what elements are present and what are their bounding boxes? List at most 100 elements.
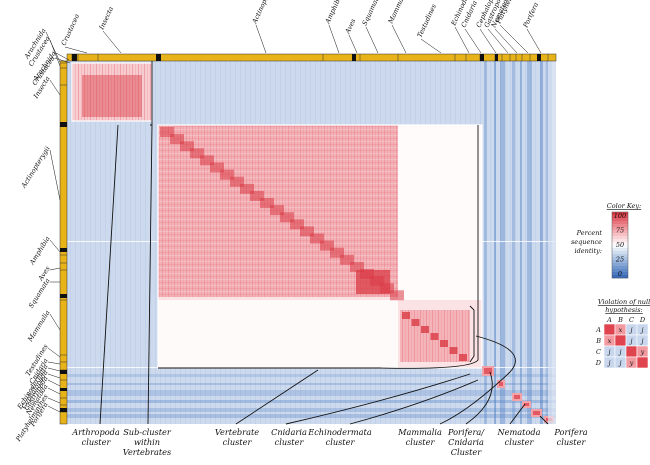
diagonal-cell <box>280 212 294 223</box>
color-key-gradient-step <box>612 272 628 276</box>
null-hyp-row-header: D <box>595 359 602 367</box>
left-taxon-label: Squamata <box>27 277 52 310</box>
diagonal-cell <box>170 134 184 145</box>
left-label-leader <box>47 373 61 379</box>
top-label-leader <box>454 26 470 54</box>
null-hyp-cell <box>614 334 627 347</box>
diagonal-cell <box>390 290 404 301</box>
diagonal-cell <box>230 176 244 187</box>
cluster-label-line: Cnidaria <box>271 427 307 437</box>
null-hyp-cell <box>603 323 616 336</box>
diagonal-cell <box>180 141 194 152</box>
cluster-label-line: Cluster <box>451 447 482 457</box>
cluster-label-line: within <box>134 437 160 447</box>
left-label-leader <box>49 239 61 253</box>
mammalia-diagonal-cell <box>421 326 429 333</box>
cluster-label-line: cluster <box>326 437 356 447</box>
top-label-leader <box>479 28 497 54</box>
null-hyp-cell-symbol: y <box>629 359 634 367</box>
top-bar-dark-segment <box>537 54 541 61</box>
top-label-leader <box>328 24 340 54</box>
cluster-label-line: Cnidaria <box>448 437 484 447</box>
mammalia-diagonal-cell <box>459 354 467 361</box>
left-bar-dark-segment <box>60 248 67 252</box>
diagonal-cell <box>160 127 174 137</box>
invertebrate-block-core <box>524 403 529 406</box>
blue-band-row <box>67 383 556 385</box>
null-hyp-cell-symbol: j <box>639 326 643 334</box>
diagonal-cell <box>270 205 284 216</box>
diagonal-cell <box>200 155 214 166</box>
blue-band-row <box>67 400 556 403</box>
blue-band-column <box>512 61 515 424</box>
mammalia-bracket <box>469 305 475 363</box>
cnidaria-leader <box>285 373 471 425</box>
left-label-leader <box>49 313 61 331</box>
top-taxon-label: Actinopterygii <box>250 0 278 26</box>
top-taxon-label: Mammalia <box>386 0 409 26</box>
vertebrate-white-region-low <box>158 300 398 368</box>
top-label-leader <box>102 30 122 54</box>
left-taxon-bar <box>59 60 68 425</box>
left-bar-dark-segment <box>60 388 67 391</box>
color-key-gradient-step <box>612 233 628 237</box>
cluster-annotations: ArthropodaclusterSub-clusterwithinVerteb… <box>71 61 588 457</box>
diagonal-cell <box>320 240 334 251</box>
diagonal-cell <box>330 247 344 258</box>
color-key-label-line: sequence <box>571 238 602 246</box>
blue-band-row <box>67 408 556 412</box>
null-hyp-title-line: Violation of null <box>598 298 650 306</box>
taxon-color-bars <box>59 53 557 425</box>
null-hyp-cell-symbol: j <box>606 359 610 367</box>
top-label-leader <box>487 28 509 54</box>
color-key-gradient-step <box>612 269 628 273</box>
vertebrate-bracket <box>158 125 479 369</box>
diagonal-cell <box>310 233 324 244</box>
blue-band-column <box>527 61 532 424</box>
null-hyp-col-header: C <box>629 316 634 324</box>
mammalia-diagonal-cell <box>402 312 410 319</box>
blue-band-row <box>67 390 556 396</box>
color-key-gradient-step <box>612 254 628 258</box>
cluster-label-line: cluster <box>275 437 305 447</box>
cluster-label-line: Nematoda <box>497 427 541 437</box>
null-hyp-cell <box>636 356 649 369</box>
left-label-leader <box>45 31 61 63</box>
blue-band-column <box>500 61 505 424</box>
null-hyp-col-header: D <box>639 316 646 324</box>
top-bar-dark-segment <box>480 54 484 61</box>
cluster-label-line: cluster <box>505 437 535 447</box>
corner-label-leader <box>55 52 70 61</box>
arthropoda-leader <box>99 124 119 425</box>
cluster-label-line: cluster <box>82 437 112 447</box>
null-hyp-title-line: hypothesis: <box>605 306 643 314</box>
left-label-leader <box>49 267 61 271</box>
top-bar-dark-segment <box>72 54 77 61</box>
diagonal-cell <box>220 169 234 180</box>
cluster-label-line: Sub-cluster <box>123 427 172 437</box>
cluster-label-line: cluster <box>557 437 587 447</box>
invertebrate-block-core <box>484 368 492 374</box>
left-taxon-label: Actinopterygii <box>19 145 52 190</box>
top-bar-dark-segment <box>495 54 498 61</box>
color-key-label-line: identity: <box>575 247 602 255</box>
right-edge-strip <box>548 61 556 424</box>
color-key-gradient-step <box>612 227 628 231</box>
top-label-leader <box>365 26 379 54</box>
top-label-leader <box>391 24 407 54</box>
left-label-leader <box>47 367 61 372</box>
vertebrate-leader <box>235 369 319 425</box>
cluster-label-line: Porifera <box>553 427 587 437</box>
diagonal-cell <box>250 190 264 201</box>
color-key-gradient-step <box>612 212 628 216</box>
top-label-leader <box>420 38 442 54</box>
left-bar-dark-segment <box>60 294 67 298</box>
top-taxon-label: Porifera <box>521 1 540 30</box>
color-key-gradient-step <box>612 275 628 279</box>
mammalia-diagonal-cell <box>440 340 448 347</box>
